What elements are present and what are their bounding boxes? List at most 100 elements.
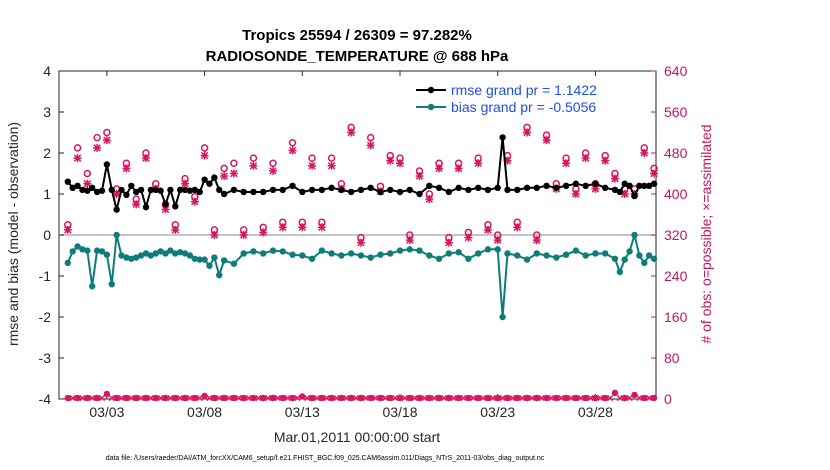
bias-point (631, 231, 638, 239)
rmse-point (387, 186, 394, 194)
obs-assimilated-marker (181, 179, 190, 188)
obs-baseline-marker (123, 394, 130, 402)
obs-baseline-marker (592, 394, 599, 402)
rmse-point (191, 186, 199, 194)
obs-assimilated-marker (268, 166, 277, 175)
obs-assimilated-marker (542, 136, 551, 145)
obs-baseline-marker (299, 393, 306, 400)
rmse-point (328, 184, 335, 192)
rmse-point (645, 182, 653, 189)
rmse-point (416, 190, 423, 198)
bias-point (128, 255, 135, 262)
bias-point (93, 247, 101, 254)
obs-baseline-marker (641, 394, 648, 402)
rmse-point (553, 184, 560, 192)
obs-baseline-cross (558, 394, 565, 402)
bias-point (553, 254, 560, 261)
obs-assimilated-marker (83, 179, 92, 188)
obs-possible-marker (220, 164, 228, 173)
rmse-point (592, 180, 599, 187)
obs-baseline-marker (367, 394, 374, 402)
bias-point (514, 252, 521, 259)
rmse-point (128, 182, 135, 189)
bias-point (543, 252, 550, 259)
rmse-point (162, 201, 169, 208)
obs-assimilated-marker (112, 190, 121, 198)
obs-baseline-marker (553, 394, 560, 402)
obs-baseline-marker (201, 392, 208, 400)
obs-baseline-cross (196, 394, 203, 402)
bias-point (79, 246, 86, 253)
bias-point (167, 247, 174, 254)
obs-baseline-cross (323, 394, 330, 402)
obs-assimilated-marker (200, 151, 209, 160)
obs-baseline-cross (401, 394, 408, 402)
rmse-point (396, 188, 404, 196)
obs-assimilated-marker (532, 236, 541, 245)
bias-point (445, 250, 453, 257)
bias-point (98, 248, 106, 255)
obs-baseline-marker (289, 394, 296, 402)
bias-point (347, 250, 355, 257)
obs-assimilated-marker (317, 223, 326, 232)
obs-assimilated-marker (425, 195, 434, 204)
obs-baseline-marker (181, 394, 189, 402)
bias-point (69, 248, 76, 255)
obs-baseline-cross (372, 394, 379, 402)
obs-assimilated-marker (210, 231, 219, 239)
rmse-point (494, 184, 501, 192)
bias-point (621, 256, 628, 263)
obs-assimilated-marker (73, 154, 82, 163)
obs-assimilated-marker (396, 159, 405, 168)
rmse-point (118, 186, 125, 194)
obs-baseline-marker (318, 394, 326, 402)
obs-assimilated-marker (63, 225, 72, 234)
obs-baseline-cross (333, 394, 340, 402)
bias-point (108, 281, 115, 288)
rmse-point (74, 182, 81, 189)
y2-tick-label: 320 (664, 227, 688, 243)
obs-assimilated-marker (249, 161, 258, 170)
bias-point (572, 247, 580, 254)
obs-possible-marker (230, 159, 238, 167)
bias-point (377, 251, 384, 258)
obs-baseline-cross (460, 394, 467, 402)
obs-baseline-marker (533, 394, 540, 402)
y-tick-label: -2 (39, 309, 52, 325)
bias-point (636, 252, 643, 259)
obs-baseline-marker (377, 394, 384, 402)
y-tick-label: 0 (43, 227, 51, 243)
obs-assimilated-marker (454, 164, 463, 173)
rmse-point (108, 186, 115, 194)
obs-assimilated-marker (190, 197, 199, 206)
rmse-point (181, 186, 189, 194)
bias-point (191, 255, 199, 262)
obs-baseline-cross (108, 394, 115, 402)
y-tick-label: 1 (43, 186, 51, 202)
obs-baseline-marker (611, 389, 619, 397)
rmse-point (113, 206, 120, 213)
y-tick-label: 2 (43, 145, 51, 161)
rmse-point (621, 180, 628, 187)
obs-baseline-cross (616, 394, 623, 402)
bias-point (562, 251, 570, 258)
chart-title-line1: Tropics 25594 / 26309 = 97.282% (242, 27, 472, 44)
bias-point (84, 247, 91, 254)
bias-point (396, 247, 404, 254)
y-tick-label: -1 (39, 268, 52, 284)
obs-baseline-cross (147, 394, 154, 402)
obs-baseline-cross (294, 394, 301, 402)
obs-baseline-marker (543, 394, 550, 402)
rmse-point (347, 188, 355, 196)
legend-rmse-label: rmse grand pr = 1.1422 (451, 82, 597, 98)
bias-point (645, 252, 653, 259)
rmse-point (572, 180, 580, 187)
obs-baseline-marker (504, 394, 511, 402)
obs-baseline-marker (172, 394, 179, 402)
obs-baseline-cross (225, 394, 233, 402)
rmse-point (406, 186, 413, 194)
obs-possible-marker (200, 144, 209, 152)
obs-baseline-cross (362, 394, 369, 402)
obs-assimilated-marker (610, 174, 619, 183)
bias-point (74, 243, 81, 250)
